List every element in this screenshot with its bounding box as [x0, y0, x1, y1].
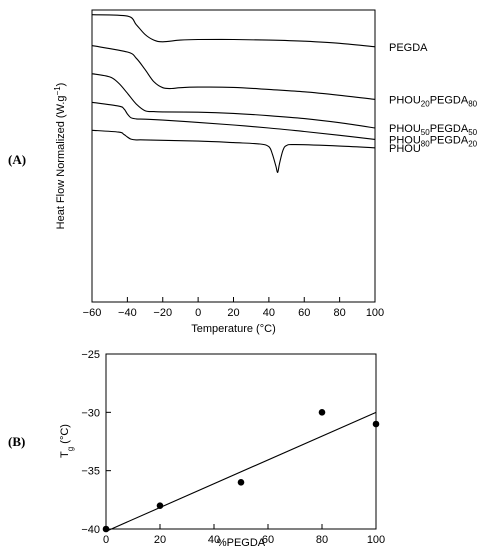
y-axis-label-a-close: ) — [55, 83, 67, 87]
curve-label-pegda: PEGDA — [389, 42, 428, 54]
x-tick-label-a: 20 — [227, 307, 239, 319]
x-tick-label-b: 0 — [103, 534, 109, 546]
y-axis-label-b: Tg (°C) — [59, 424, 75, 458]
x-tick-label-b: 40 — [208, 534, 220, 546]
curve-phou50pegda50 — [91, 73, 376, 129]
y-axis-label-a-sup: −1 — [53, 86, 62, 96]
y-axis-label-a-text: Heat Flow Normalized (W.g — [55, 95, 67, 229]
curve-pegda — [91, 14, 376, 48]
x-tick-label-b: 60 — [262, 534, 274, 546]
curve-phou80pegda20 — [91, 101, 376, 140]
x-tick-label-a: −60 — [83, 307, 102, 319]
x-tick-label-a: 60 — [298, 307, 310, 319]
curve-label-part: PEGDA — [389, 42, 428, 54]
panel-a: (A) −60 −40 −20 0 20 40 60 80 100 PEGDAPHOU20PEG… — [8, 9, 478, 335]
curve-phou — [91, 129, 376, 173]
curve-label-part: 20 — [468, 139, 477, 148]
x-tick-label-b: 100 — [367, 534, 385, 546]
x-tick-label-a: 0 — [195, 307, 201, 319]
curve-label-part: PHOU — [389, 143, 421, 155]
y-axis-label-a: Heat Flow Normalized (W.g−1) — [53, 83, 68, 230]
plot-b-frame — [105, 353, 377, 530]
curve-label-part: PHOU — [389, 134, 421, 146]
curve-label-part: 80 — [468, 99, 477, 108]
data-point — [318, 409, 326, 416]
curve-label-part: PEGDA — [430, 134, 469, 146]
data-point — [102, 525, 110, 533]
curve-phou20pegda80 — [91, 45, 376, 100]
x-axis-label-b: %PEGDA — [217, 537, 266, 549]
data-point — [237, 479, 245, 486]
y-axis-label-b-sub: g — [66, 447, 75, 451]
panel-b-label: (B) — [8, 434, 25, 449]
data-point — [156, 502, 164, 509]
x-tick-label-b: 80 — [316, 534, 328, 546]
curve-label-part: PHOU — [389, 123, 421, 135]
data-point — [372, 420, 380, 428]
curve-label-part: 20 — [421, 99, 430, 108]
x-tick-label-a: −40 — [118, 307, 137, 319]
panel-b: (B) 0 20 40 60 80 100 −40 −35 −30 −25 %PEGDA Tg … — [8, 349, 385, 549]
y-tick-label-b: −25 — [81, 349, 100, 361]
y-axis-label-b-unit: (°C) — [59, 424, 71, 447]
curve-label-part: 80 — [421, 139, 430, 148]
y-axis-label-b-main: T — [59, 451, 71, 458]
curve-label-part: PEGDA — [430, 94, 469, 106]
x-tick-label-a: 40 — [263, 307, 275, 319]
curve-label-part: 50 — [468, 128, 477, 137]
plot-a-frame — [91, 9, 376, 303]
curve-label-part: 50 — [421, 128, 430, 137]
curve-label-phou50pegda50: PHOU50PEGDA50 — [389, 123, 478, 137]
x-axis-label-a: Temperature (°C) — [191, 323, 275, 335]
fit-line — [105, 411, 377, 532]
x-tick-label-a: 100 — [366, 307, 384, 319]
x-tick-label-a: −20 — [153, 307, 172, 319]
curve-label-phou20pegda80: PHOU20PEGDA80 — [389, 94, 478, 108]
x-tick-label-b: 20 — [154, 534, 166, 546]
curve-label-phou: PHOU — [389, 143, 421, 155]
curve-label-phou80pegda20: PHOU80PEGDA20 — [389, 134, 478, 148]
x-tick-label-a: 80 — [334, 307, 346, 319]
panel-a-label: (A) — [8, 152, 26, 167]
curve-label-part: PEGDA — [430, 123, 469, 135]
y-tick-label-b: −35 — [81, 466, 100, 478]
curve-label-part: PHOU — [389, 94, 421, 106]
y-tick-label-b: −40 — [81, 524, 100, 536]
y-tick-label-b: −30 — [81, 407, 100, 419]
